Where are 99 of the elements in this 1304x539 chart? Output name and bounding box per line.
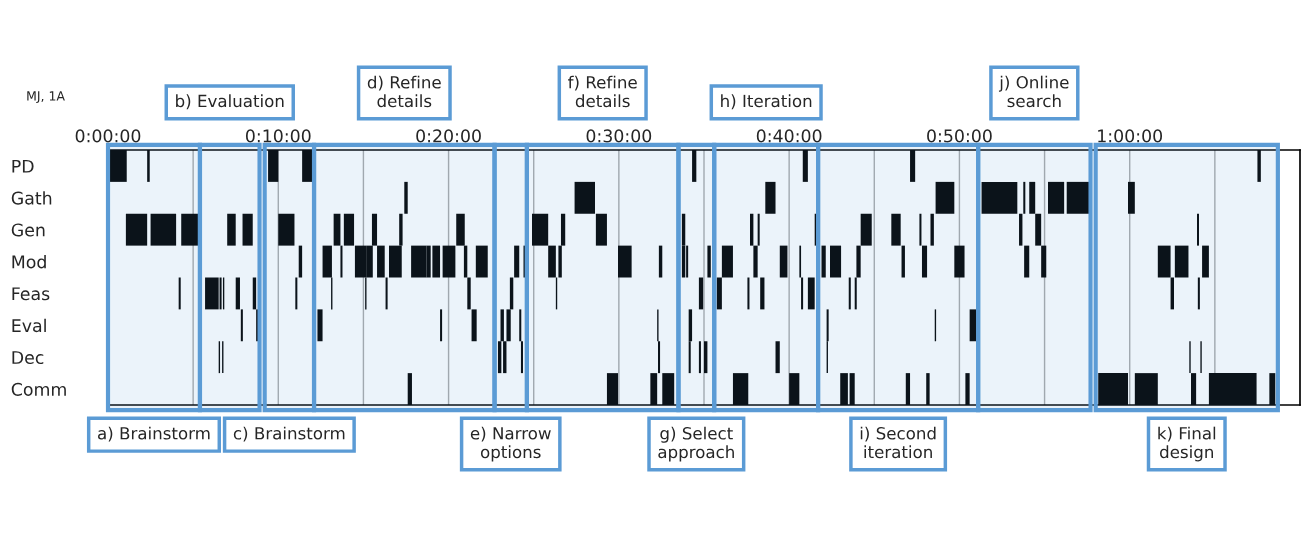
bar [235,277,240,310]
bar [467,277,471,310]
bar [295,277,298,310]
bar [1023,181,1026,214]
bar [801,277,804,310]
bar [343,213,355,246]
y-tick-label: PD [12,159,34,173]
band-label: h) Iteration [721,94,812,110]
bar [150,213,177,246]
text: MJ, 1A [27,91,65,103]
band-label: f) Refine details [568,75,637,108]
band-label: k) Final design [1158,426,1216,462]
bar [240,309,243,342]
bar [532,213,549,246]
bar [227,213,236,246]
bar [698,341,701,374]
bar [757,213,760,246]
band-label: j) Online search [998,75,1069,108]
bar [519,309,522,342]
bar [935,181,955,214]
x-tick-label: 0:30:00 [586,129,652,143]
bar [442,245,456,278]
bar [520,341,523,374]
band-label: g) Select approach [658,426,734,462]
bar [317,309,323,342]
bar [181,213,200,246]
bar [686,245,689,278]
bar [1029,181,1036,214]
bar [1196,213,1200,246]
x-tick-label: 0:20:00 [416,129,481,143]
bar [411,245,427,278]
band-label: i) Second iteration [860,426,936,459]
bar [440,309,443,342]
bar [256,309,259,342]
bar [1066,181,1092,214]
bar [1202,245,1209,278]
x-tick-label: 1:00:00 [1098,129,1163,143]
bar [921,245,928,278]
bar [807,277,815,310]
bar [514,245,520,278]
bar [830,245,842,278]
bar [779,245,788,278]
bar [891,213,901,246]
bar [242,213,253,246]
bar [860,213,872,246]
bar [930,213,934,246]
band-label: d) Refine details [367,75,441,108]
bar [747,277,750,310]
y-tick-label: Gath [11,191,52,205]
bar [716,277,722,310]
bar [1197,277,1200,310]
bar [707,245,711,278]
bar [205,277,219,310]
y-tick-label: Gen [11,223,45,237]
band-label: b) Evaluation [176,94,284,110]
y-tick-label: Feas [12,287,50,301]
bar [125,213,148,246]
x-tick-label: 0:10:00 [245,129,311,143]
bar [721,245,733,278]
bar [178,277,181,310]
bar [981,181,1018,214]
bar [1047,181,1065,214]
bar [1128,181,1135,214]
band-label: c) Brainstorm [233,426,345,442]
y-tick-label: Mod [12,254,46,269]
x-tick-label: 0:50:00 [927,129,992,143]
bar [821,245,826,278]
x-tick-label: 0:00:00 [75,129,141,143]
bar [404,181,408,214]
bar [954,245,965,278]
bar [471,309,477,342]
bar [377,245,385,278]
bar [475,245,488,278]
bar [1024,245,1030,278]
bar [775,341,780,374]
bar [919,213,922,246]
bar [574,181,596,214]
band-label: e) Narrow options [470,426,551,462]
y-tick-label: Dec [12,351,44,365]
bar [765,181,776,214]
y-tick-label: Eval [12,318,46,333]
band-label: a) Brainstorm [98,426,210,442]
y-tick-label: Comm [11,382,66,396]
bar [1035,213,1042,246]
bar [848,277,851,310]
x-tick-label: 0:40:00 [756,129,822,143]
bar [698,277,704,310]
bar [753,245,758,278]
bar [523,245,526,278]
bar [595,213,607,246]
bar [1041,245,1047,278]
bar [340,245,343,278]
bar [618,245,632,278]
bar [760,277,765,310]
bar [1174,245,1189,278]
bar [278,213,295,246]
bar [385,277,388,310]
bar [548,245,556,278]
bar [1157,245,1171,278]
